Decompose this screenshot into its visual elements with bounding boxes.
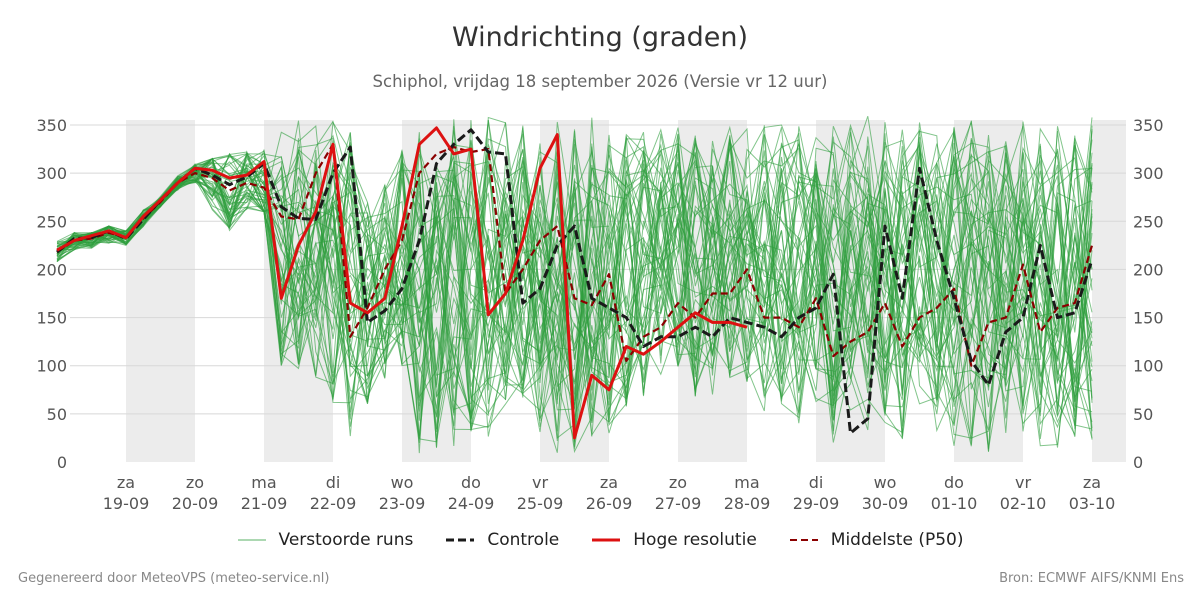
ensemble-member-line xyxy=(56,132,1093,412)
x-tick-weekday-03-10: za xyxy=(1083,473,1101,492)
ensemble-member-line xyxy=(56,133,1093,426)
x-tick-date-27-09: 27-09 xyxy=(655,494,702,513)
y-tick-left-50: 50 xyxy=(47,405,67,424)
ensemble-member-line xyxy=(56,136,1093,418)
x-tick-date-01-10: 01-10 xyxy=(931,494,978,513)
x-tick-date-03-10: 03-10 xyxy=(1069,494,1116,513)
x-tick-date-26-09: 26-09 xyxy=(586,494,633,513)
y-tick-left-300: 300 xyxy=(36,164,67,183)
main-series-lines xyxy=(56,126,1094,440)
x-tick-weekday-21-09: ma xyxy=(251,473,276,492)
x-tick-weekday-29-09: di xyxy=(809,473,824,492)
legend-item-median: Middelste (P50) xyxy=(789,530,964,550)
x-axis: za 19-09 zo 20-09 ma 21-09 di 22-09 wo 23-09 do 24-… xyxy=(103,473,1116,513)
x-tick-weekday-27-09: zo xyxy=(669,473,687,492)
x-tick-weekday-23-09: wo xyxy=(391,473,414,492)
footer-source: Bron: ECMWF AIFS/KNMI Ens xyxy=(999,571,1184,586)
ensemble-member-line xyxy=(56,120,1093,443)
x-tick-date-25-09: 25-09 xyxy=(517,494,564,513)
ensemble-member-line xyxy=(56,117,1093,426)
legend-label-median: Middelste (P50) xyxy=(830,530,964,550)
y-tick-right-300: 300 xyxy=(1133,164,1164,183)
y-axis-right: 0 50 100 150 200 250 300 350 xyxy=(1133,116,1164,472)
legend-item-hires: Hoge resolutie xyxy=(591,530,757,550)
ensemble-member-line xyxy=(56,128,1093,437)
series-line-middelste-p50- xyxy=(56,143,1094,367)
x-tick-weekday-22-09: di xyxy=(326,473,341,492)
ensemble-member-line xyxy=(56,116,1093,413)
legend-label-ensemble: Verstoorde runs xyxy=(278,530,414,550)
y-axis-left: 0 50 100 150 200 250 300 350 xyxy=(36,116,67,472)
x-tick-date-21-09: 21-09 xyxy=(241,494,288,513)
y-tick-right-350: 350 xyxy=(1133,116,1164,135)
x-tick-weekday-26-09: za xyxy=(600,473,618,492)
ensemble-member-line xyxy=(56,121,1093,423)
legend-label-hires: Hoge resolutie xyxy=(633,530,757,550)
ensemble-member-line xyxy=(56,129,1093,442)
x-tick-weekday-01-10: do xyxy=(944,473,964,492)
y-tick-left-150: 150 xyxy=(36,309,67,328)
x-tick-weekday-30-09: wo xyxy=(874,473,897,492)
y-tick-left-250: 250 xyxy=(36,212,67,231)
x-tick-weekday-24-09: do xyxy=(461,473,481,492)
x-tick-date-30-09: 30-09 xyxy=(862,494,909,513)
y-tick-right-0: 0 xyxy=(1133,453,1143,472)
series-line-hoge-resolutie xyxy=(56,126,748,440)
x-tick-weekday-02-10: vr xyxy=(1015,473,1031,492)
legend-item-control: Controle xyxy=(445,530,559,550)
x-tick-date-29-09: 29-09 xyxy=(793,494,840,513)
x-tick-weekday-28-09: ma xyxy=(734,473,759,492)
legend-label-control: Controle xyxy=(487,530,560,550)
ensemble-lines xyxy=(56,116,1093,454)
x-tick-weekday-25-09: vr xyxy=(532,473,548,492)
weekend-band-7 xyxy=(1092,120,1126,462)
y-tick-right-100: 100 xyxy=(1133,357,1164,376)
ensemble-member-line xyxy=(56,142,1093,447)
series-line-controle xyxy=(56,128,1094,435)
y-tick-left-200: 200 xyxy=(36,260,67,279)
footer-credit: Gegenereerd door MeteoVPS (meteo-service… xyxy=(18,571,330,586)
chart-title: Windrichting (graden) xyxy=(451,22,749,53)
y-tick-left-100: 100 xyxy=(36,357,67,376)
x-tick-date-28-09: 28-09 xyxy=(724,494,771,513)
x-tick-date-02-10: 02-10 xyxy=(1000,494,1047,513)
y-tick-right-250: 250 xyxy=(1133,212,1164,231)
ensemble-member-line xyxy=(56,137,1093,448)
y-tick-right-200: 200 xyxy=(1133,260,1164,279)
y-tick-right-50: 50 xyxy=(1133,405,1153,424)
ensemble-member-line xyxy=(56,124,1093,436)
y-tick-left-0: 0 xyxy=(57,453,67,472)
x-tick-date-22-09: 22-09 xyxy=(310,494,357,513)
y-tick-right-150: 150 xyxy=(1133,309,1164,328)
y-tick-left-350: 350 xyxy=(36,116,67,135)
x-tick-date-24-09: 24-09 xyxy=(448,494,495,513)
chart-subtitle: Schiphol, vrijdag 18 september 2026 (Ver… xyxy=(372,72,828,91)
ensemble-member-line xyxy=(56,126,1093,432)
legend: Verstoorde runs Controle Hoge resolutie … xyxy=(0,530,1200,550)
ensemble-member-line xyxy=(56,128,1093,440)
ensemble-member-line xyxy=(56,127,1093,429)
ensemble-member-line xyxy=(56,129,1093,454)
x-tick-date-23-09: 23-09 xyxy=(379,494,426,513)
x-tick-weekday-19-09: za xyxy=(117,473,135,492)
x-tick-date-20-09: 20-09 xyxy=(172,494,219,513)
x-tick-date-19-09: 19-09 xyxy=(103,494,150,513)
x-tick-weekday-20-09: zo xyxy=(186,473,204,492)
legend-item-ensemble: Verstoorde runs xyxy=(237,530,414,550)
